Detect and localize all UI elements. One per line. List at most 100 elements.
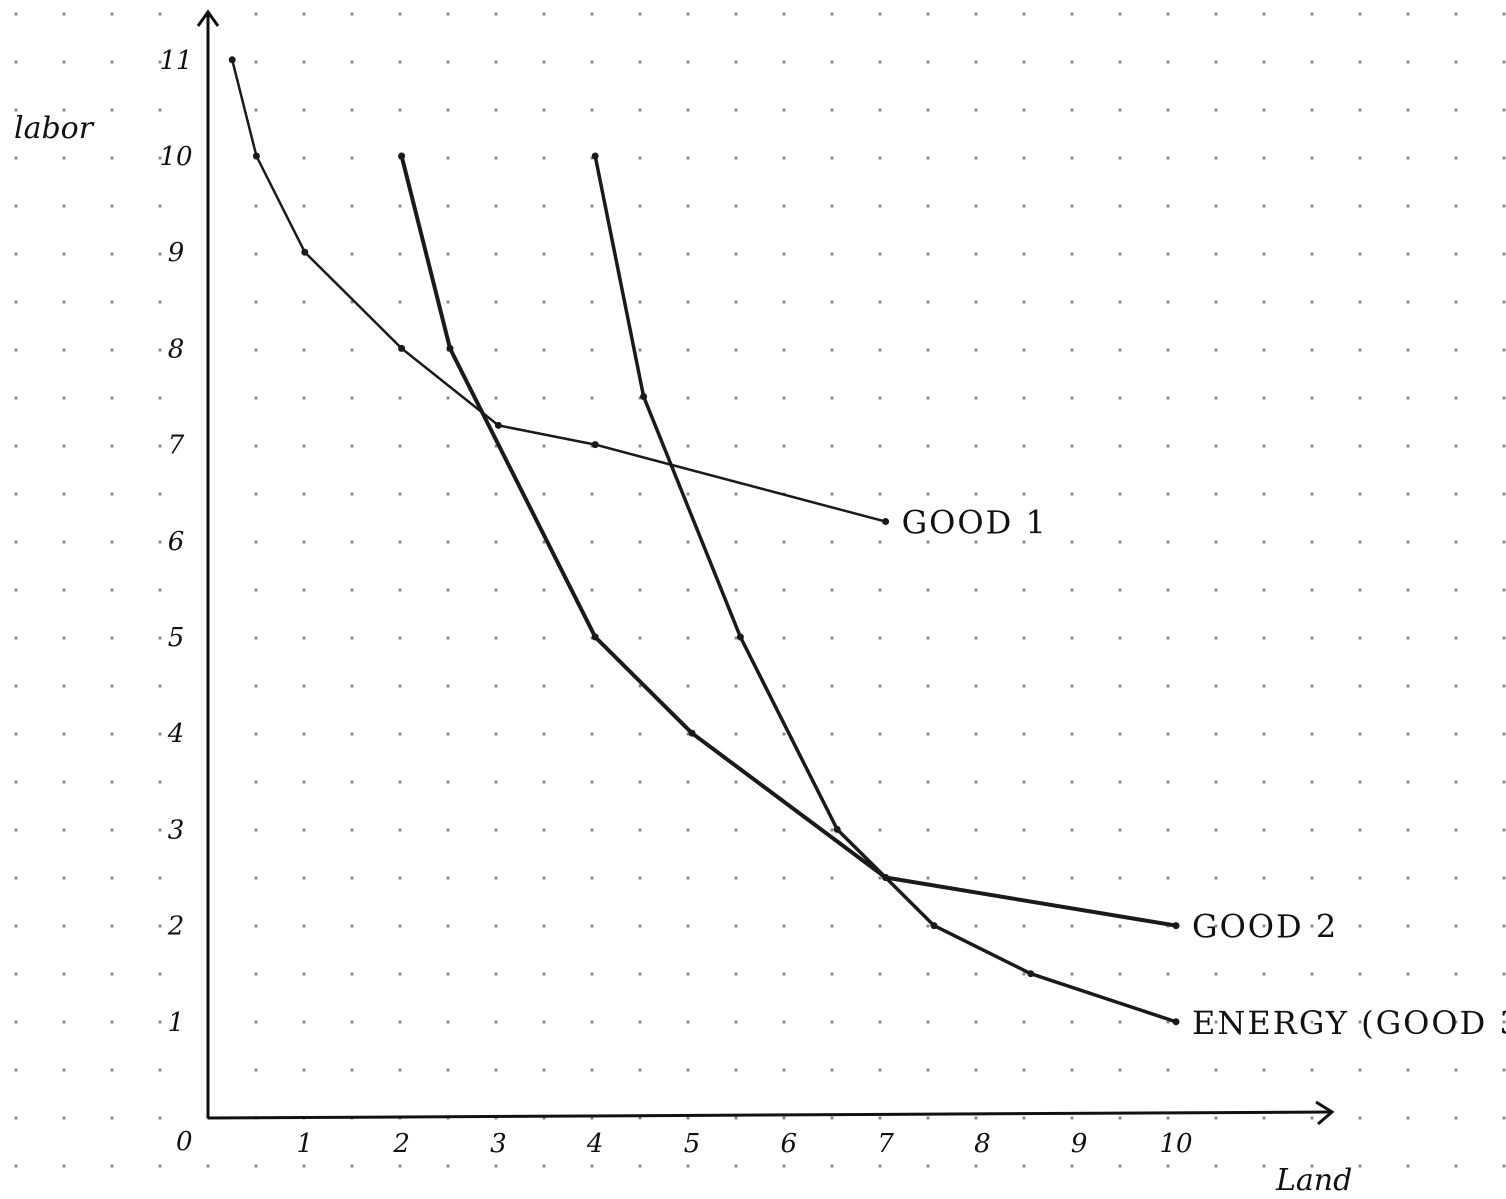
grid-dot — [446, 924, 450, 928]
grid-dot — [1358, 1116, 1362, 1120]
grid-dot — [542, 204, 546, 208]
grid-dot — [542, 1164, 546, 1168]
grid-dot — [62, 300, 66, 304]
grid-dot — [14, 1164, 18, 1168]
grid-dot — [1022, 492, 1026, 496]
grid-dot — [1358, 540, 1362, 544]
grid-dot — [878, 684, 882, 688]
grid-dot — [302, 108, 306, 112]
grid-dot — [62, 684, 66, 688]
grid-dot — [830, 348, 834, 352]
grid-dot — [254, 204, 258, 208]
grid-dot — [686, 252, 690, 256]
grid-dot — [110, 972, 114, 976]
grid-dot — [302, 636, 306, 640]
grid-dot — [638, 492, 642, 496]
grid-dot — [14, 252, 18, 256]
grid-dot — [830, 396, 834, 400]
grid-dot — [782, 396, 786, 400]
grid-dot — [1022, 108, 1026, 112]
grid-dot — [1454, 396, 1458, 400]
grid-dot — [1166, 780, 1170, 784]
grid-dot — [62, 780, 66, 784]
grid-dot — [1406, 348, 1410, 352]
grid-dot — [830, 204, 834, 208]
grid-dot — [1358, 1020, 1362, 1024]
grid-dot — [1502, 492, 1506, 496]
grid-dot — [1262, 828, 1266, 832]
grid-dot — [1358, 684, 1362, 688]
grid-dot — [734, 684, 738, 688]
grid-dot — [1070, 1068, 1074, 1072]
grid-dot — [830, 780, 834, 784]
grid-dot — [1022, 60, 1026, 64]
grid-dot — [926, 12, 930, 16]
grid-dot — [878, 492, 882, 496]
grid-dot — [62, 204, 66, 208]
grid-dot — [590, 396, 594, 400]
grid-dot — [590, 1020, 594, 1024]
grid-dot — [782, 60, 786, 64]
grid-dot — [590, 348, 594, 352]
x-tick-labels: 1 2 3 4 5 6 7 8 9 10 — [297, 1129, 1193, 1159]
grid-dot — [1502, 12, 1506, 16]
grid-dot — [1406, 1116, 1410, 1120]
grid-dot — [302, 588, 306, 592]
grid-dot — [590, 924, 594, 928]
grid-dot — [158, 780, 162, 784]
grid-dot — [494, 108, 498, 112]
grid-dot — [1214, 204, 1218, 208]
grid-dot — [1454, 12, 1458, 16]
grid-dot — [1262, 780, 1266, 784]
grid-dot — [1214, 684, 1218, 688]
grid-dot — [254, 60, 258, 64]
grid-dot — [158, 204, 162, 208]
grid-dot — [1166, 348, 1170, 352]
grid-dot — [542, 444, 546, 448]
grid-dot — [1454, 1164, 1458, 1168]
grid-dot — [1358, 156, 1362, 160]
grid-dot — [1118, 732, 1122, 736]
grid-dot — [110, 540, 114, 544]
grid-dot — [830, 732, 834, 736]
grid-dot — [62, 1116, 66, 1120]
data-point — [494, 421, 502, 429]
grid-dot — [446, 1164, 450, 1168]
grid-dot — [974, 588, 978, 592]
grid-dot — [974, 252, 978, 256]
grid-dot — [1118, 1116, 1122, 1120]
grid-dot — [1310, 60, 1314, 64]
grid-dot — [1406, 108, 1410, 112]
grid-dot — [878, 300, 882, 304]
grid-dot — [110, 1068, 114, 1072]
grid-dot — [926, 732, 930, 736]
grid-dot — [782, 828, 786, 832]
grid-dot — [158, 540, 162, 544]
grid-dot — [110, 396, 114, 400]
grid-dot — [1214, 492, 1218, 496]
grid-dot — [1070, 60, 1074, 64]
grid-dot — [110, 348, 114, 352]
grid-dot — [1214, 60, 1218, 64]
grid-dot — [1310, 876, 1314, 880]
grid-dot — [254, 252, 258, 256]
grid-dot — [1022, 876, 1026, 880]
series-label: GOOD 1 — [902, 504, 1048, 542]
grid-dot — [1310, 300, 1314, 304]
grid-dot — [1022, 252, 1026, 256]
grid-dot — [734, 588, 738, 592]
grid-dot — [542, 396, 546, 400]
grid-dot — [398, 60, 402, 64]
grid-dot — [686, 156, 690, 160]
grid-dot — [1502, 828, 1506, 832]
grid-dot — [1358, 732, 1362, 736]
data-point — [228, 56, 236, 64]
grid-dot — [1310, 972, 1314, 976]
data-point — [591, 441, 599, 449]
grid-dot — [350, 1164, 354, 1168]
grid-dot — [254, 924, 258, 928]
grid-dot — [446, 588, 450, 592]
grid-dot — [974, 1020, 978, 1024]
grid-dot — [14, 540, 18, 544]
grid-dot — [830, 444, 834, 448]
